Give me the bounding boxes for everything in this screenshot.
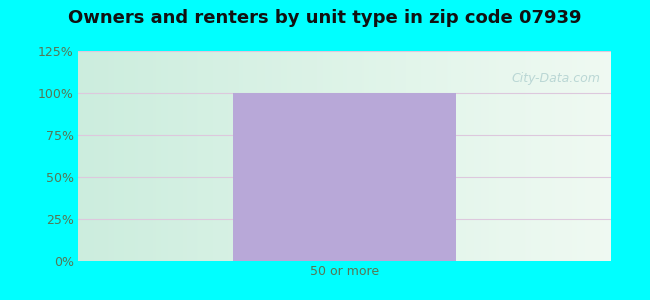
Text: City-Data.com: City-Data.com	[512, 72, 601, 85]
Text: Owners and renters by unit type in zip code 07939: Owners and renters by unit type in zip c…	[68, 9, 582, 27]
Bar	[233, 93, 456, 261]
